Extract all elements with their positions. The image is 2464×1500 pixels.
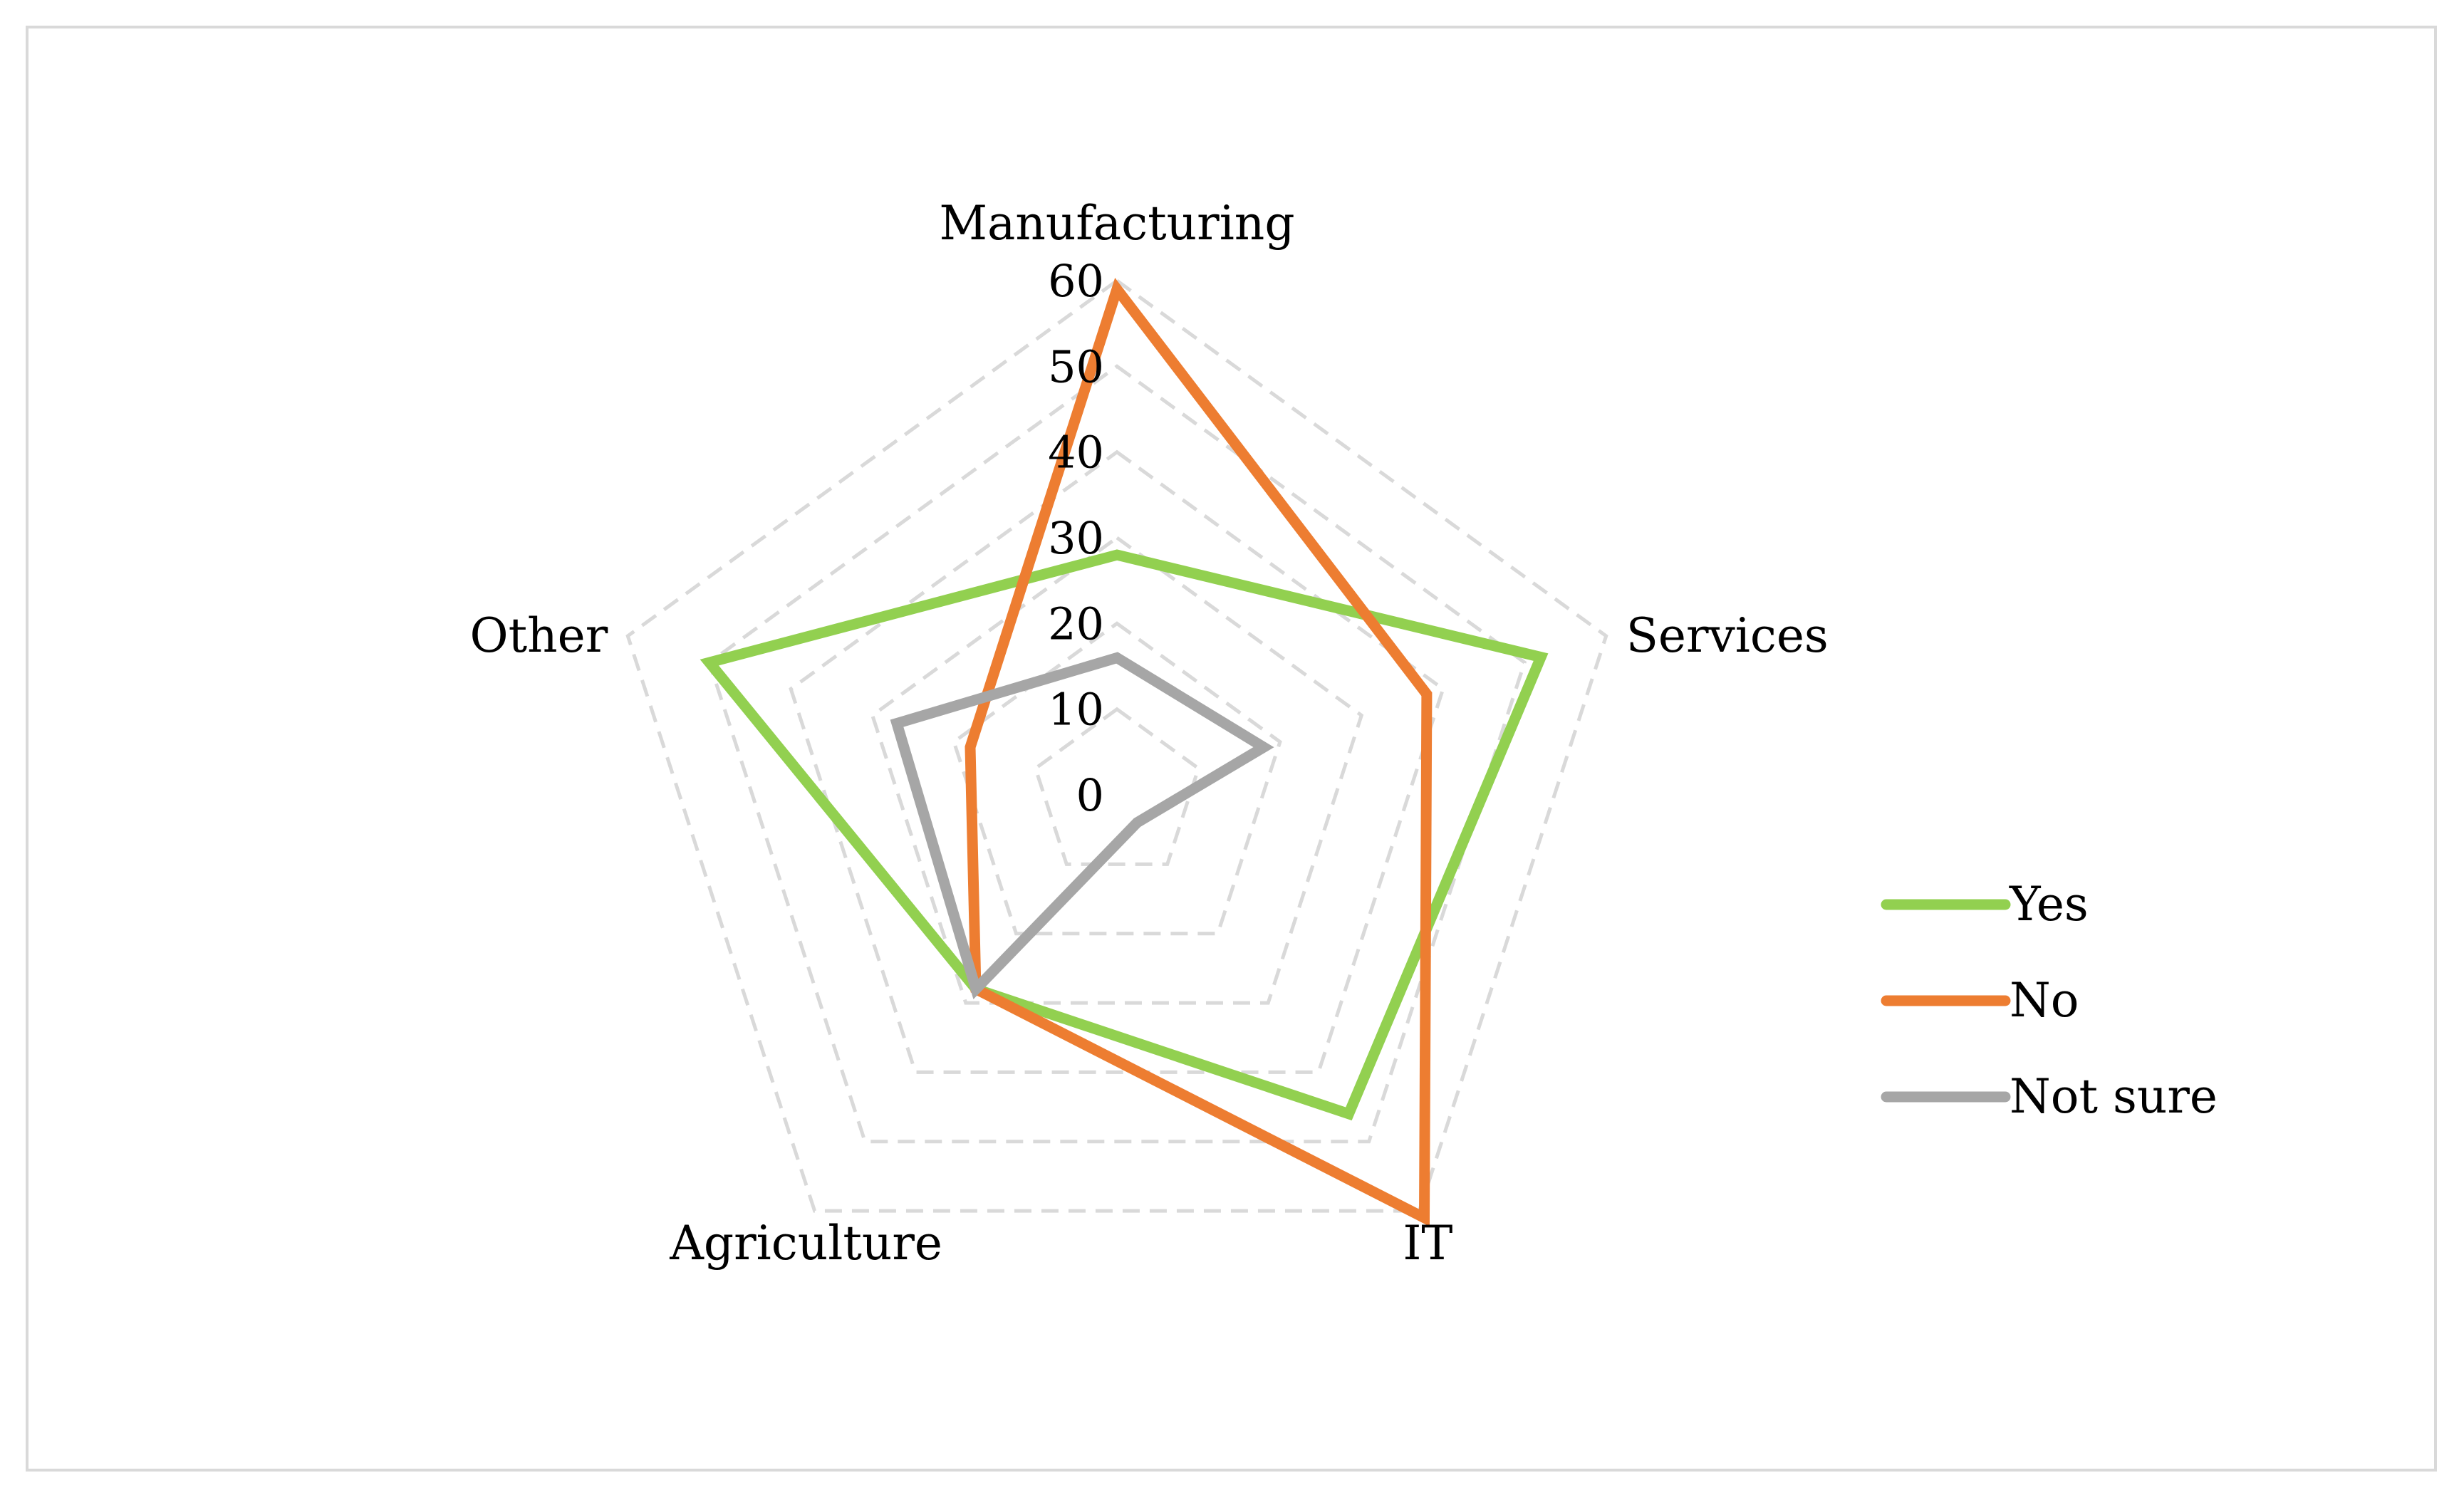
tick-label-4: 40 — [1048, 427, 1104, 479]
legend-label-no: No — [2010, 973, 2079, 1028]
grid-ring-5 — [707, 364, 1527, 1144]
legend: Yes No Not sure — [1881, 877, 2218, 1124]
series-yes — [700, 549, 1549, 1121]
category-label-it: IT — [1403, 1216, 1452, 1271]
tick-label-0: 0 — [1076, 769, 1104, 821]
series-no — [965, 278, 1433, 1227]
tick-label-3: 30 — [1048, 512, 1104, 564]
category-label-manufacturing: Manufacturing — [939, 196, 1294, 251]
series-not-sure — [890, 652, 1274, 1000]
series-layer — [700, 278, 1549, 1227]
category-label-services: Services — [1626, 608, 1829, 663]
tick-label-6: 60 — [1048, 255, 1104, 307]
legend-label-yes: Yes — [2009, 877, 2089, 932]
legend-label-not-sure: Not sure — [2010, 1069, 2218, 1124]
grid-ring-2 — [952, 621, 1282, 936]
tick-label-2: 20 — [1048, 598, 1104, 650]
category-label-other: Other — [470, 608, 608, 663]
grid-ring-3 — [870, 535, 1364, 1005]
grid-ring-1 — [1033, 707, 1201, 866]
category-label-agriculture: Agriculture — [669, 1216, 942, 1271]
tick-label-1: 10 — [1048, 684, 1104, 736]
tick-label-5: 50 — [1048, 340, 1104, 392]
grid-ring-6 — [625, 278, 1608, 1213]
chart-frame — [26, 26, 2437, 1472]
grid-ring-4 — [789, 449, 1445, 1074]
